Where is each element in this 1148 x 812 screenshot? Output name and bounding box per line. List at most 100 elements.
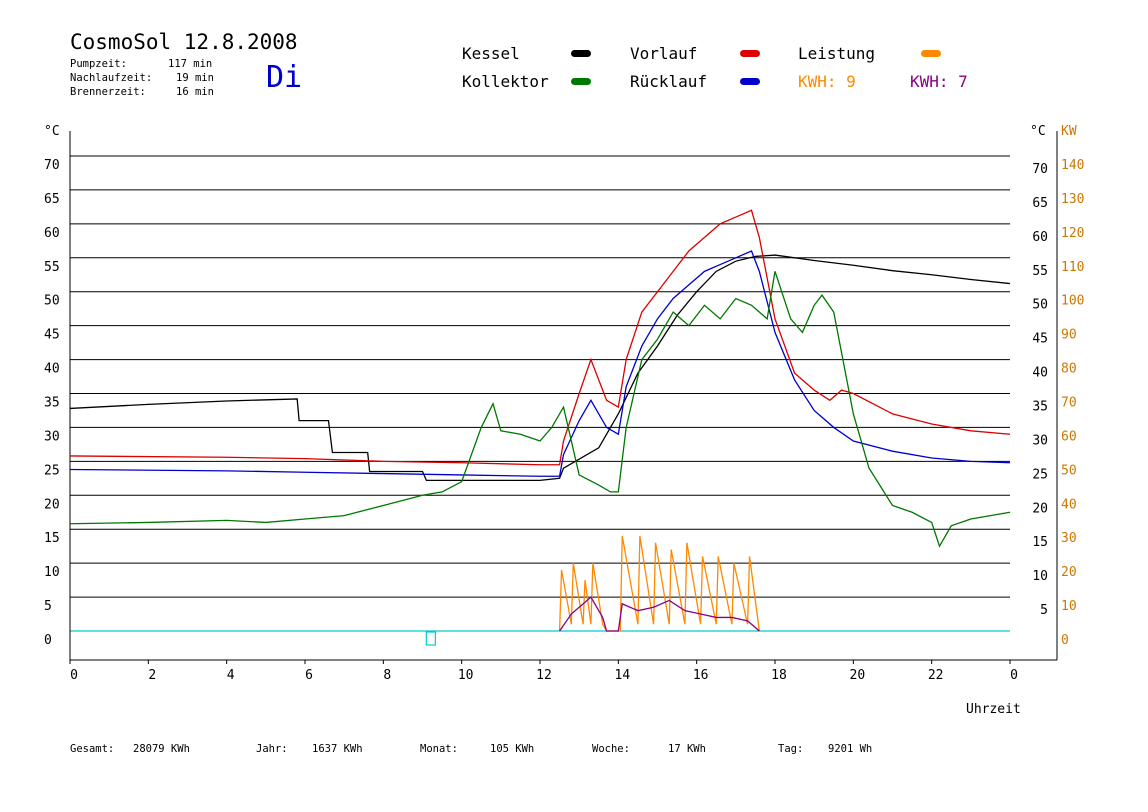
stat-label-nachlaufzeit: Nachlaufzeit:: [70, 72, 153, 84]
right-axis-unit: °C: [1030, 124, 1046, 139]
y-tick-right: 20: [1032, 501, 1048, 516]
x-axis-label: Uhrzeit: [966, 702, 1021, 717]
x-tick-label: 22: [928, 668, 944, 683]
y-tick-power: 60: [1061, 429, 1077, 444]
x-tick-label: 2: [148, 668, 156, 683]
x-tick-label: 20: [850, 668, 866, 683]
y-tick-left: 10: [44, 565, 60, 580]
y-tick-power: 30: [1061, 531, 1077, 546]
kwh-value-leistung: KWH: 9: [798, 72, 856, 91]
footer-label-gesamt: Gesamt:: [70, 743, 115, 755]
y-tick-power: 70: [1061, 396, 1077, 411]
series-line-rücklauf: [69, 250, 1011, 477]
x-tick-label: 0: [1010, 668, 1018, 683]
power-line-0: [558, 535, 760, 632]
y-tick-right: 10: [1032, 569, 1048, 584]
y-tick-left: 70: [44, 158, 60, 173]
y-tick-left: 35: [44, 396, 60, 411]
footer-label-monat: Monat:: [420, 743, 458, 755]
legend-label-ruecklauf: Rücklauf: [630, 72, 708, 91]
footer-value-jahr: 1637 KWh: [312, 743, 363, 755]
y-tick-right: 60: [1032, 230, 1048, 245]
left-axis-unit: °C: [44, 124, 60, 139]
legend-swatch-leistung: [921, 50, 941, 57]
stat-value-brennerzeit: 16 min: [176, 86, 214, 98]
y-tick-left: 15: [44, 531, 60, 546]
y-tick-right: 65: [1032, 196, 1048, 211]
footer-label-woche: Woche:: [592, 743, 630, 755]
y-tick-power: 80: [1061, 362, 1077, 377]
stat-label-pumpzeit: Pumpzeit:: [70, 58, 127, 70]
x-tick-label: 8: [383, 668, 391, 683]
y-tick-right: 70: [1032, 162, 1048, 177]
x-tick-label: 0: [70, 668, 78, 683]
legend-swatch-kessel: [571, 50, 591, 57]
legend-swatch-ruecklauf: [740, 78, 760, 85]
legend-swatch-kollektor: [571, 78, 591, 85]
series-line-kessel: [69, 254, 1011, 482]
y-tick-left: 0: [44, 633, 52, 648]
y-tick-right: 40: [1032, 366, 1048, 381]
x-tick-label: 10: [458, 668, 474, 683]
y-tick-right: 5: [1040, 603, 1048, 618]
y-tick-power: 10: [1061, 599, 1077, 614]
x-tick-label: 6: [305, 668, 313, 683]
y-tick-right: 30: [1032, 433, 1048, 448]
legend-label-leistung: Leistung: [798, 44, 876, 63]
y-tick-right: 35: [1032, 400, 1048, 415]
legend-label-kessel: Kessel: [462, 44, 520, 63]
y-tick-left: 50: [44, 294, 60, 309]
y-tick-left: 5: [44, 599, 52, 614]
weekday-label: Di: [266, 60, 303, 95]
footer-label-tag: Tag:: [778, 743, 804, 755]
y-tick-left: 30: [44, 429, 60, 444]
y-tick-power: 120: [1061, 226, 1084, 241]
legend-label-kollektor: Kollektor: [462, 72, 549, 91]
x-tick-label: 12: [536, 668, 552, 683]
y-tick-right: 15: [1032, 535, 1048, 550]
legend-swatch-vorlauf: [740, 50, 760, 57]
stat-value-nachlaufzeit: 19 min: [176, 72, 214, 84]
stat-label-brennerzeit: Brennerzeit:: [70, 86, 146, 98]
series-line-kollektor: [69, 271, 1011, 548]
chart-title: CosmoSol 12.8.2008: [70, 30, 298, 54]
grid-lines: [70, 155, 1010, 632]
y-tick-power: 110: [1061, 260, 1084, 275]
x-tick-label: 18: [771, 668, 787, 683]
kwh-value-second: KWH: 7: [910, 72, 968, 91]
y-tick-right: 25: [1032, 467, 1048, 482]
footer-value-monat: 105 KWh: [490, 743, 535, 755]
x-tick-label: 4: [227, 668, 235, 683]
series-line-vorlauf: [69, 209, 1011, 466]
y-tick-left: 65: [44, 192, 60, 207]
y-tick-left: 45: [44, 328, 60, 343]
y-tick-right: 45: [1032, 332, 1048, 347]
y-tick-power: 130: [1061, 192, 1084, 207]
y-tick-left: 55: [44, 260, 60, 275]
tick-labels: 0510152025303540455055606570510152025303…: [44, 158, 1084, 683]
legend-label-vorlauf: Vorlauf: [630, 44, 698, 63]
x-tick-label: 16: [693, 668, 709, 683]
cyan-marker: [425, 631, 436, 646]
power-line-1: [559, 596, 760, 632]
y-tick-left: 40: [44, 362, 60, 377]
power-series: [558, 535, 760, 632]
y-tick-power: 50: [1061, 463, 1077, 478]
y-tick-power: 100: [1061, 294, 1084, 309]
footer-value-tag: 9201 Wh: [828, 743, 873, 755]
y-tick-right: 55: [1032, 264, 1048, 279]
footer-value-gesamt: 28079 KWh: [133, 743, 190, 755]
y-tick-power: 20: [1061, 565, 1077, 580]
y-tick-right: 50: [1032, 298, 1048, 313]
y-tick-power: 0: [1061, 633, 1069, 648]
footer-value-woche: 17 KWh: [668, 743, 706, 755]
footer-label-jahr: Jahr:: [256, 743, 288, 755]
y-tick-left: 25: [44, 463, 60, 478]
y-tick-left: 60: [44, 226, 60, 241]
y-tick-power: 140: [1061, 158, 1084, 173]
y-tick-left: 20: [44, 497, 60, 512]
y-tick-power: 90: [1061, 328, 1077, 343]
stat-value-pumpzeit: 117 min: [168, 58, 213, 70]
y-tick-power: 40: [1061, 497, 1077, 512]
